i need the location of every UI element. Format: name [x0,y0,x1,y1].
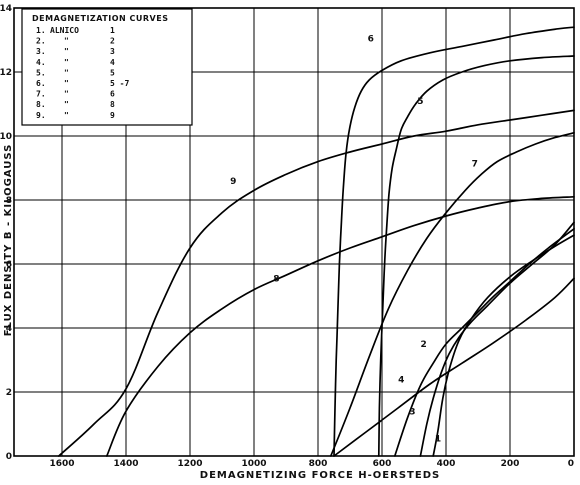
y-tick-label: 4 [6,324,12,334]
curve-6 [333,26,575,457]
x-tick-label: 1400 [113,459,138,469]
legend-row-number: 5. [36,68,46,77]
legend-row-grade: 5 [110,68,115,77]
curve-5 [377,55,575,457]
legend-row-material: " [64,47,69,56]
y-tick-label: 10 [0,132,12,142]
plot-frame [13,7,575,457]
x-tick-label: 600 [373,459,392,469]
legend-row-grade: 6 [110,90,115,99]
curve-label-3: 3 [409,407,415,417]
y-axis-title: FLUX DENSITY B - KILOGAUSS [3,144,14,337]
curve-labels: 1 2 3 4 5 6 7 8 9 [230,35,478,445]
curve-2 [393,227,575,457]
legend-row-number: 4. [36,58,46,67]
legend-row-number: 6. [36,79,46,88]
curve-label-5: 5 [417,97,423,107]
x-tick-label: 400 [437,459,456,469]
legend-row-grade: 5 -7 [110,79,129,88]
y-tick-label: 12 [0,68,12,78]
legend-row-material: " [64,37,69,46]
legend-row-material: " [64,111,69,120]
curve-label-7: 7 [472,159,478,169]
y-tick-label: 6 [6,260,12,270]
legend-row-material: " [64,58,69,67]
legend-row-number: 9. [36,111,46,120]
curve-label-1: 1 [435,435,441,445]
axes: DEMAGNETIZING FORCE H-OERSTEDS FLUX DENS… [0,4,574,481]
curve-8 [105,195,575,457]
legend-row-number: 3. [36,47,46,56]
x-tick-label: 200 [501,459,520,469]
curve-label-2: 2 [420,340,426,350]
curve-7 [329,131,575,457]
legend-row-number: 2. [36,37,46,46]
legend-row-grade: 1 [110,26,115,35]
legend-row-grade: 8 [110,100,115,109]
x-tick-label: 1000 [241,459,266,469]
curve-4 [333,277,575,457]
legend-row-material: " [64,100,69,109]
x-tick-label: 0 [568,459,574,469]
curves [57,26,575,457]
legend-box [21,8,193,126]
x-axis-title: DEMAGNETIZING FORCE H-OERSTEDS [200,470,440,481]
legend-row-number: 8. [36,100,46,109]
curve-9 [57,109,575,457]
legend-row-grade: 3 [110,47,115,56]
curve-label-9: 9 [230,177,236,187]
curve-3 [419,221,575,457]
curve-label-4: 4 [398,375,404,385]
y-tick-label: 8 [6,196,12,206]
legend-row-grade: 2 [110,37,115,46]
legend: DEMAGNETIZATION CURVES 1. ALNICO 1 2. " 2 3. " 3… [21,8,193,126]
curve-label-8: 8 [273,275,279,285]
curve-label-6: 6 [368,35,374,45]
y-tick-label: 14 [0,4,12,14]
legend-title: DEMAGNETIZATION CURVES [32,14,168,23]
legend-row-material: " [64,68,69,77]
legend-row-number: 7. [36,90,46,99]
legend-row-number: 1. [36,26,46,35]
legend-row-material: " [64,79,69,88]
x-tick-label: 1600 [49,459,74,469]
y-tick-label: 2 [6,388,12,398]
y-tick-label: 0 [6,452,12,462]
legend-row-grade: 9 [110,111,115,120]
legend-row-grade: 4 [110,58,115,67]
legend-row-material: ALNICO [50,26,79,35]
x-tick-label: 1200 [177,459,202,469]
legend-row-material: " [64,90,69,99]
x-tick-label: 800 [309,459,328,469]
